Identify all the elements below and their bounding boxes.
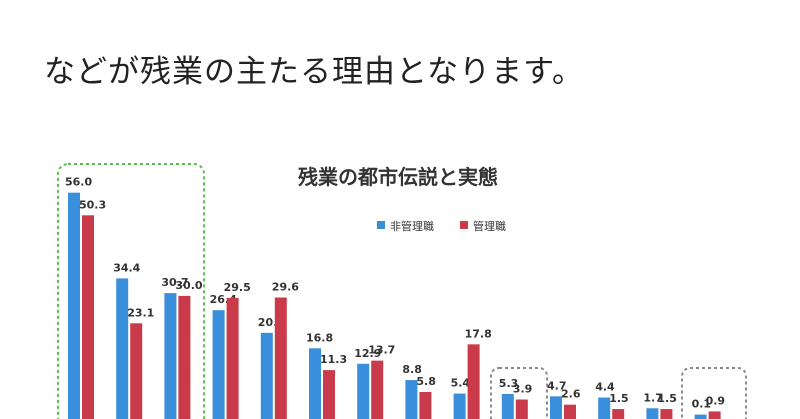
chart-title: 残業の都市伝説と実態 <box>298 165 498 189</box>
value-label-non-manager-14: 0.1 <box>692 398 712 411</box>
bar-non-manager-10 <box>501 393 514 419</box>
value-label-manager-3: 30.0 <box>175 279 202 292</box>
value-label-manager-12: 1.5 <box>609 392 629 405</box>
value-label-non-manager-6: 16.8 <box>306 331 333 344</box>
value-label-non-manager-10: 5.3 <box>499 377 519 390</box>
bar-manager-13 <box>660 409 673 419</box>
value-label-non-manager-7: 12.9 <box>354 347 381 360</box>
value-label-manager-11: 2.6 <box>561 388 581 401</box>
bar-non-manager-5 <box>260 332 273 419</box>
highlight-box-top-reasons <box>57 163 205 419</box>
value-label-manager-2: 23.1 <box>127 306 154 319</box>
bar-non-manager-12 <box>598 397 611 419</box>
legend-label-manager: 管理職 <box>473 219 506 233</box>
bar-manager-1 <box>82 215 94 419</box>
value-label-non-manager-11: 4.7 <box>547 379 567 392</box>
value-label-manager-13: 1.5 <box>657 392 677 405</box>
legend-swatch-manager <box>460 221 468 229</box>
bar-manager-8 <box>419 391 432 419</box>
value-label-non-manager-3: 30.7 <box>161 276 188 289</box>
legend-swatch-non-manager <box>377 221 385 229</box>
value-label-manager-8: 5.8 <box>416 375 436 388</box>
value-label-manager-7: 13.7 <box>368 344 395 357</box>
bar-manager-4 <box>226 297 239 419</box>
bar-non-manager-9 <box>453 393 466 419</box>
bar-manager-7 <box>371 360 384 419</box>
value-label-manager-4: 29.5 <box>224 281 251 294</box>
bar-manager-6 <box>323 370 335 419</box>
bar-manager-12 <box>612 409 625 419</box>
value-label-manager-1: 50.3 <box>79 198 106 211</box>
highlight-box-myth-a <box>490 367 548 419</box>
bar-non-manager-4 <box>212 310 225 419</box>
bar-manager-14 <box>708 411 721 419</box>
bar-manager-11 <box>564 404 576 419</box>
value-label-manager-9: 17.8 <box>465 327 492 340</box>
bar-non-manager-2 <box>116 278 129 419</box>
bar-manager-3 <box>178 295 191 419</box>
value-label-non-manager-13: 1.7 <box>643 391 663 404</box>
bar-non-manager-13 <box>646 408 659 419</box>
bar-non-manager-14 <box>694 414 707 419</box>
value-label-non-manager-1: 56.0 <box>65 176 92 189</box>
bar-manager-9 <box>467 344 480 419</box>
bar-non-manager-7 <box>357 363 370 419</box>
value-label-manager-14: 0.9 <box>706 394 726 407</box>
highlight-box-myth-b <box>681 367 747 419</box>
value-label-manager-10: 3.9 <box>513 383 533 396</box>
page-heading: などが残業の主たる理由となります。 <box>44 54 584 90</box>
value-label-manager-6: 11.3 <box>320 353 347 366</box>
value-label-manager-5: 29.6 <box>272 280 299 293</box>
legend-label-non-manager: 非管理職 <box>390 219 434 233</box>
bar-non-manager-3 <box>164 293 177 419</box>
bar-non-manager-8 <box>405 380 418 419</box>
bar-manager-2 <box>130 323 143 419</box>
bars-group: 56.050.334.423.130.730.026.429.520.729.6… <box>65 176 725 419</box>
value-label-non-manager-2: 34.4 <box>113 261 140 274</box>
bar-non-manager-11 <box>550 396 562 419</box>
value-label-non-manager-9: 5.4 <box>451 377 471 390</box>
bar-manager-10 <box>515 399 528 419</box>
bar-non-manager-1 <box>68 192 80 419</box>
value-label-non-manager-8: 8.8 <box>402 363 422 376</box>
bar-manager-5 <box>274 297 287 419</box>
value-label-non-manager-12: 4.4 <box>595 381 615 394</box>
bar-non-manager-6 <box>309 348 321 419</box>
